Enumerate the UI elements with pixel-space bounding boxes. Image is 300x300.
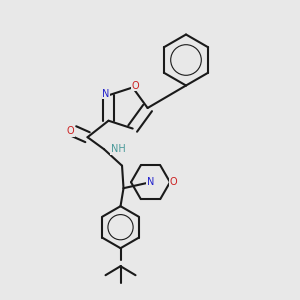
Text: NH: NH	[111, 144, 125, 154]
Text: N: N	[147, 177, 154, 187]
Text: O: O	[131, 81, 139, 91]
Text: O: O	[67, 126, 74, 136]
Text: N: N	[102, 89, 110, 99]
Text: O: O	[170, 177, 177, 187]
